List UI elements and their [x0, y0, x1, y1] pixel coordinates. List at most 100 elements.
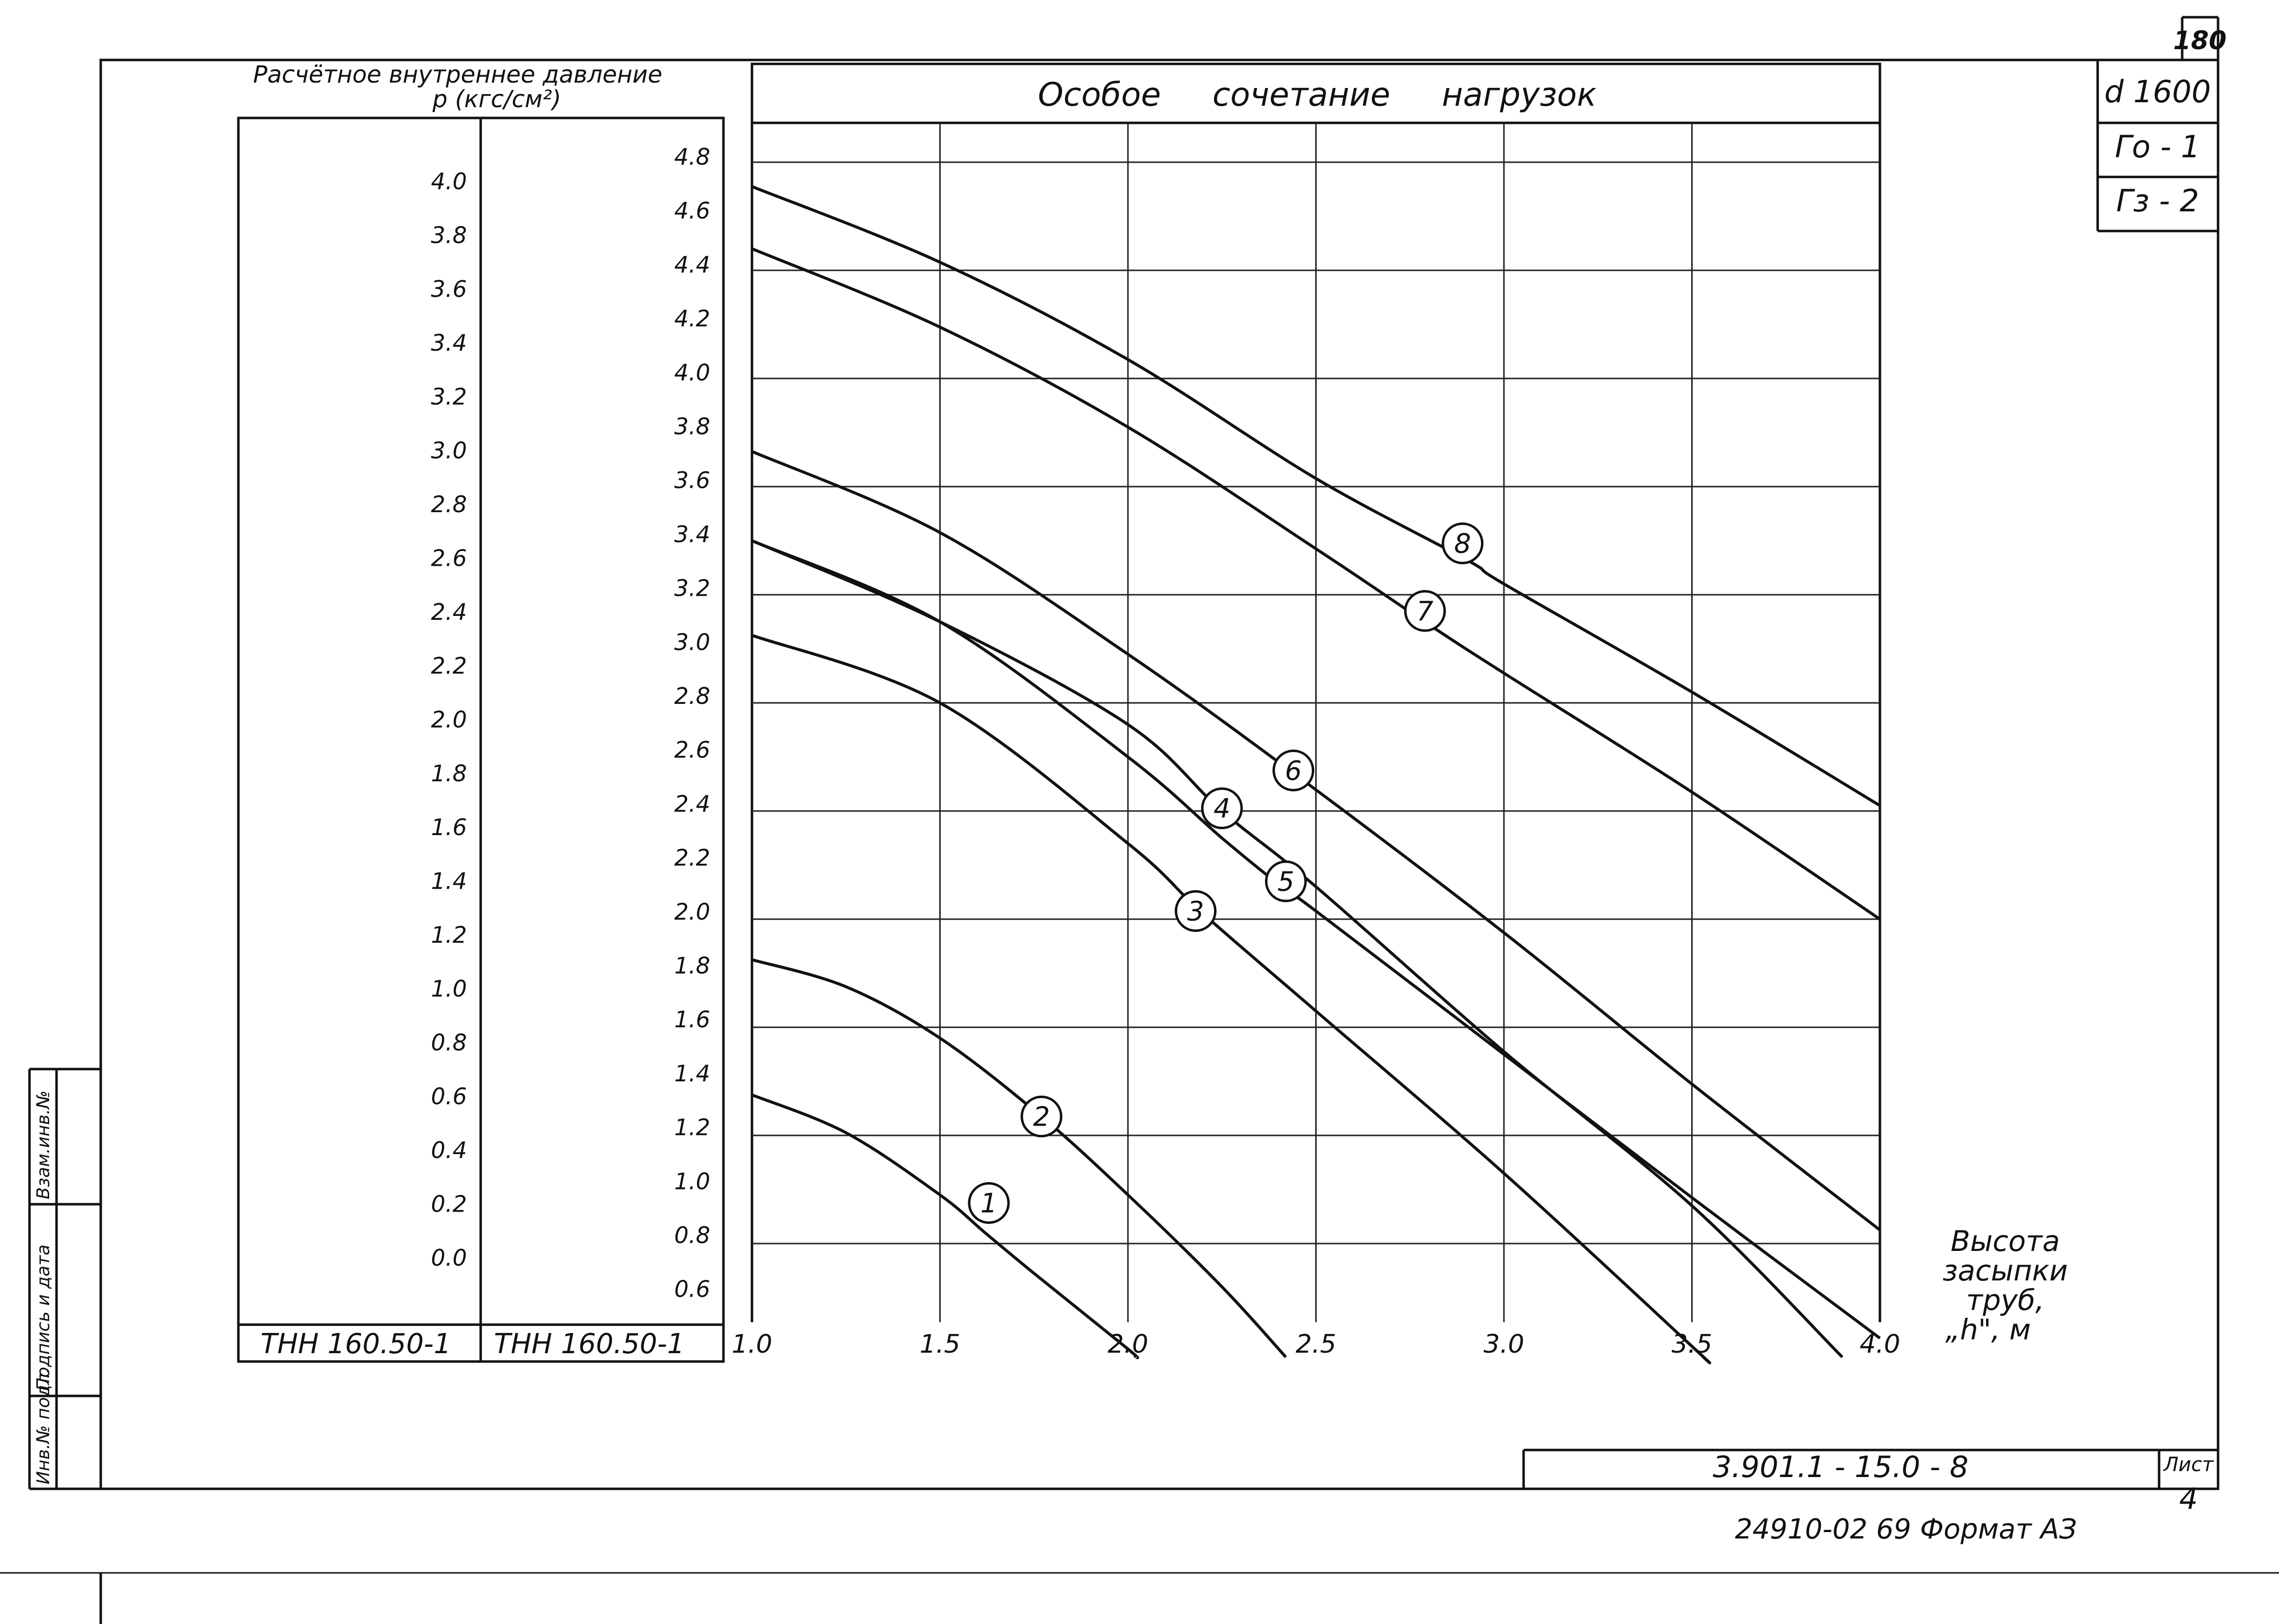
pressure-col1-tick: 3.4	[431, 330, 467, 356]
x-axis-label-line: „h", м	[1945, 1313, 2031, 1346]
pressure-col1-label: ТНН 160.50-1	[260, 1328, 451, 1360]
sheet-frame	[0, 16, 2279, 1624]
pressure-col2-tick: 2.0	[674, 899, 710, 925]
pressure-col1-tick: 2.4	[431, 599, 467, 625]
pressure-col2-tick: 1.8	[674, 953, 710, 979]
series-marker-5	[1265, 860, 1307, 902]
pressure-col2-tick: 1.4	[674, 1060, 710, 1087]
series-marker-label-2: 2	[1033, 1102, 1050, 1132]
pressure-col1-tick: 1.2	[431, 922, 467, 948]
x-tick-label: 2.0	[1108, 1330, 1149, 1359]
series-marker-label-8: 8	[1454, 528, 1471, 559]
pressure-col2-tick: 4.0	[674, 359, 710, 386]
pressure-col2-tick: 3.4	[674, 521, 710, 548]
pressure-col1-tick: 0.0	[431, 1245, 467, 1271]
pressure-col1-tick: 1.0	[431, 976, 467, 1002]
x-tick-label: 1.0	[732, 1330, 773, 1359]
series-marker-7	[1404, 590, 1446, 632]
pressure-col1-tick: 1.6	[431, 814, 467, 841]
pressure-col1-tick: 3.0	[431, 437, 467, 464]
x-tick-label: 2.5	[1296, 1330, 1336, 1359]
pressure-unit: p (кгс/см²)	[432, 86, 561, 113]
series-marker-2	[1020, 1096, 1063, 1137]
list-label: Лист	[2163, 1453, 2214, 1476]
pressure-col1-tick: 2.6	[431, 545, 467, 572]
series-marker-label-1: 1	[981, 1188, 997, 1219]
series-line-7	[751, 247, 1881, 921]
x-tick-label: 4.0	[1860, 1330, 1901, 1359]
footer-format: 24910-02 69 Формат АЗ	[1735, 1513, 2077, 1545]
series-marker-8	[1442, 522, 1484, 564]
side-stamp-inv: Инв.№ подл.	[33, 1368, 54, 1484]
pressure-col1-tick: 0.6	[431, 1083, 467, 1110]
pressure-col2-tick: 2.2	[674, 844, 710, 871]
series-line-6	[751, 450, 1881, 1231]
series-line-4	[751, 539, 1844, 1359]
pressure-col1-tick: 0.4	[431, 1137, 467, 1163]
chart-title: Особое сочетание нагрузок	[1038, 76, 1597, 114]
pressure-col1-tick: 0.8	[431, 1029, 467, 1056]
pressure-col2-tick: 2.6	[674, 737, 710, 763]
series-line-1	[751, 1093, 1139, 1360]
pressure-col1-tick: 3.2	[431, 383, 467, 410]
series-marker-3	[1175, 890, 1217, 932]
x-axis-ticks: 1.0 1.5 2.0 2.5 3.0 3.5 4.0	[732, 1330, 1901, 1359]
spec-line-2: Го - 1	[2115, 129, 2200, 165]
drawing-code: 3.901.1 - 15.0 - 8	[1713, 1450, 1968, 1484]
pressure-col2-tick: 3.6	[674, 467, 710, 493]
series-marker-1	[968, 1182, 1010, 1224]
series-marker-4	[1201, 787, 1243, 829]
pressure-col2-label: ТНН 160.50-1	[494, 1328, 685, 1360]
series-marker-label-7: 7	[1416, 596, 1433, 627]
pressure-col2-tick: 1.2	[674, 1114, 710, 1141]
pressure-col1-tick: 1.8	[431, 760, 467, 787]
side-stamp-sign: Подпись и дата	[33, 1245, 54, 1391]
pressure-col1-tick: 2.8	[431, 491, 467, 518]
pressure-col2-tick: 4.8	[674, 144, 710, 170]
pressure-col1-tick: 2.0	[431, 706, 467, 733]
pressure-col1-tick: 1.4	[431, 868, 467, 895]
series-marker-label-6: 6	[1285, 755, 1301, 786]
series-line-3	[751, 634, 1711, 1364]
pressure-col2-tick: 4.2	[674, 305, 710, 332]
pressure-col1-tick: 0.2	[431, 1191, 467, 1218]
pressure-col1-tick: 2.2	[431, 653, 467, 679]
series-marker-6	[1272, 750, 1315, 791]
pressure-col2-tick: 1.6	[674, 1006, 710, 1033]
series-line-8	[751, 185, 1881, 807]
pressure-col2-tick: 1.0	[674, 1168, 710, 1194]
pressure-col2-tick: 4.6	[674, 198, 710, 224]
x-tick-label: 3.5	[1672, 1330, 1712, 1359]
x-axis-label-line: засыпки	[1943, 1254, 2068, 1287]
pressure-col1-tick: 3.8	[431, 222, 467, 249]
x-axis-label-line: труб,	[1966, 1283, 2044, 1317]
series-marker-label-5: 5	[1277, 866, 1294, 897]
x-tick-label: 3.0	[1484, 1330, 1525, 1359]
x-axis-label-line: Высота	[1951, 1224, 2060, 1258]
pressure-col2-tick: 3.0	[674, 629, 710, 655]
page-number: 180	[2173, 26, 2227, 56]
pressure-col1-tick: 4.0	[431, 168, 467, 195]
pressure-col1-scale: 4.0 3.8 3.6 3.4 3.2 3.0 2.8 2.6 2.4 2.2 2.0 1.8 1.6 1…	[431, 168, 467, 1271]
spec-diameter: d 1600	[2105, 74, 2211, 110]
series-marker-label-3: 3	[1187, 896, 1204, 927]
pressure-col2-tick: 3.8	[674, 413, 710, 440]
list-number: 4	[2179, 1482, 2198, 1516]
pressure-col2-tick: 2.8	[674, 683, 710, 709]
pressure-col2-scale: 4.8 4.6 4.4 4.2 4.0 3.8 3.6 3.4 3.2 3.0 2.8 2.6 2.4 2…	[674, 144, 710, 1303]
chart-markers: 1 2 3 4 5 6 7 8	[968, 522, 1484, 1224]
pressure-col2-tick: 0.6	[674, 1276, 710, 1303]
series-marker-label-4: 4	[1213, 793, 1230, 824]
pressure-col2-tick: 2.4	[674, 790, 710, 817]
pressure-title: Расчётное внутреннее давление	[253, 61, 662, 88]
chart-grid	[752, 123, 1881, 1322]
series-line-2	[751, 958, 1287, 1359]
pressure-col2-tick: 3.2	[674, 575, 710, 602]
pressure-col2-tick: 4.4	[674, 251, 710, 278]
pressure-col2-tick: 0.8	[674, 1222, 710, 1248]
side-stamp-vzam: Взам.инв.№	[33, 1090, 54, 1199]
spec-line-3: Гз - 2	[2116, 183, 2199, 219]
pressure-panel-frame	[237, 116, 725, 1363]
